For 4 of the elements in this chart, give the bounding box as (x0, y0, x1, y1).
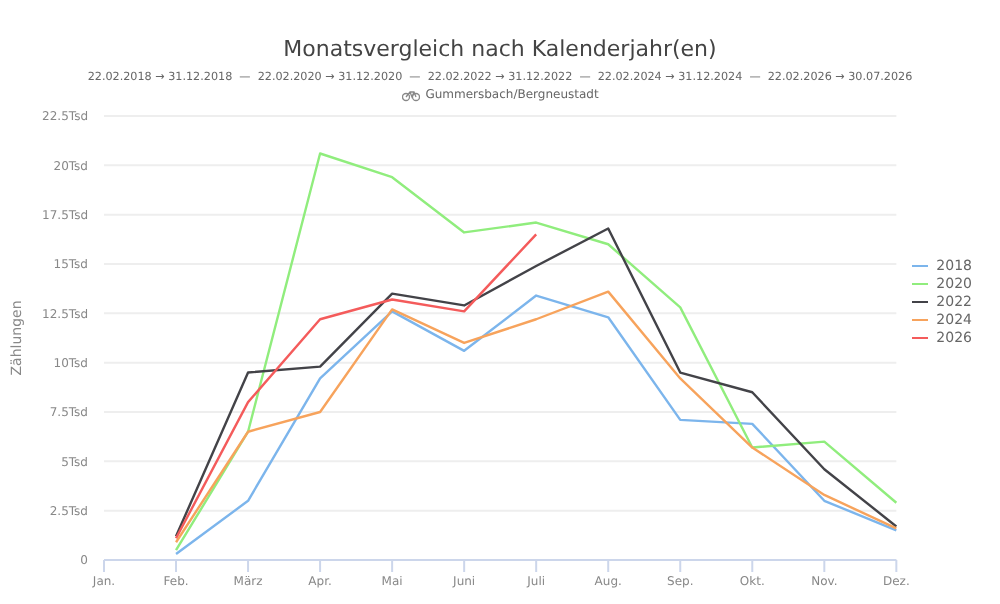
line-series (174, 152, 898, 552)
chart-title: Monatsvergleich nach Kalenderjahr(en) (281, 36, 719, 62)
line-series (174, 227, 898, 538)
line-series (174, 233, 538, 540)
